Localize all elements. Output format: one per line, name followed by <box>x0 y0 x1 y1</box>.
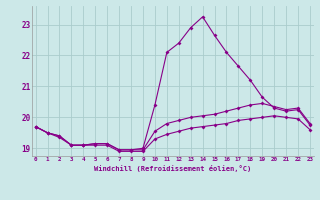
X-axis label: Windchill (Refroidissement éolien,°C): Windchill (Refroidissement éolien,°C) <box>94 165 252 172</box>
